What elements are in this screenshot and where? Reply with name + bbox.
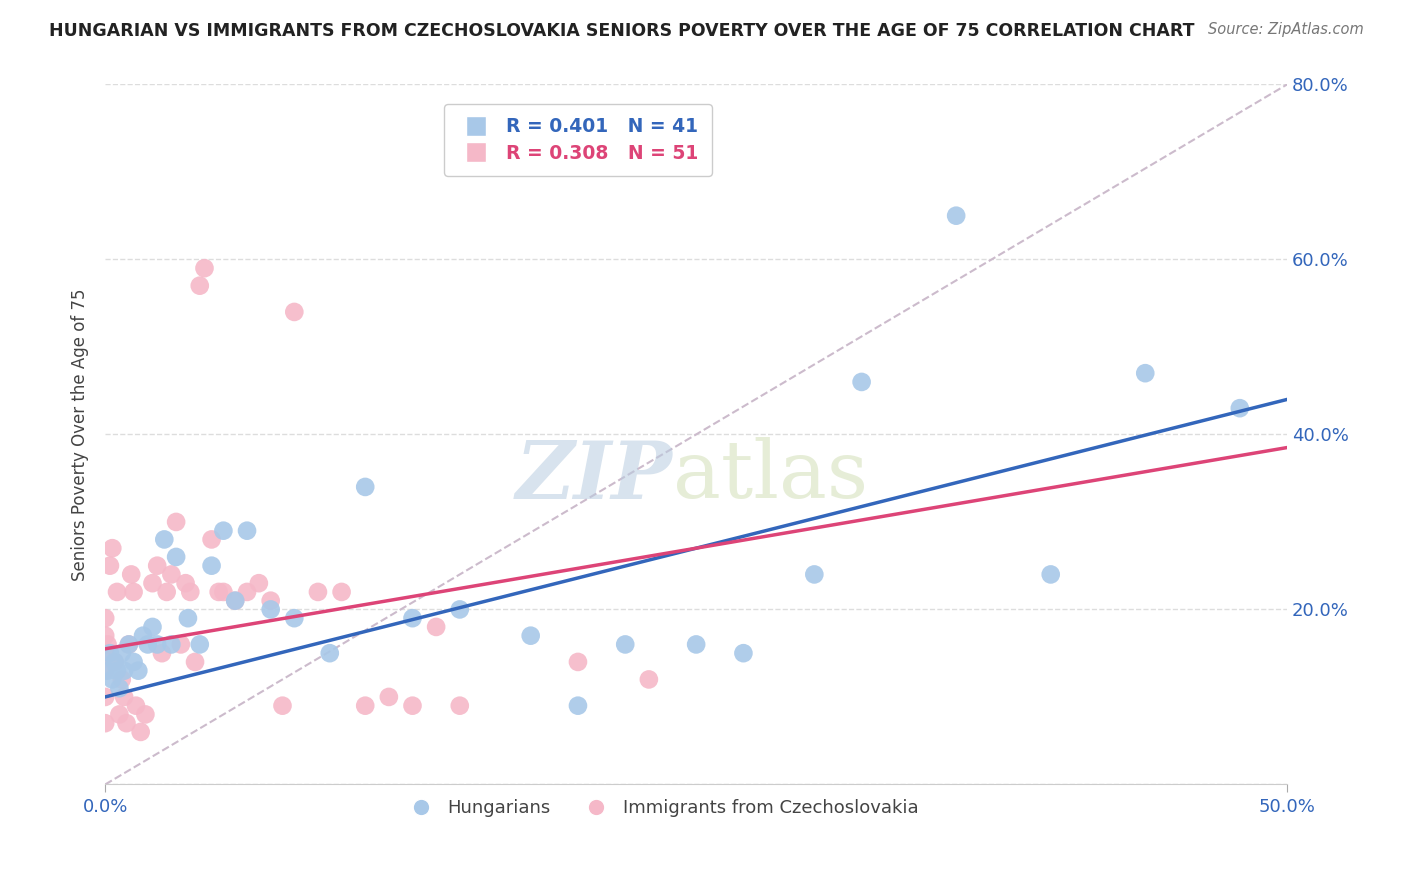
Point bbox=[1229, 401, 1251, 416]
Point bbox=[165, 515, 187, 529]
Point bbox=[425, 620, 447, 634]
Point bbox=[212, 585, 235, 599]
Point bbox=[112, 690, 135, 704]
Point bbox=[134, 707, 156, 722]
Text: atlas: atlas bbox=[672, 437, 868, 516]
Point bbox=[153, 533, 176, 547]
Point bbox=[94, 629, 117, 643]
Point bbox=[111, 646, 134, 660]
Point bbox=[160, 567, 183, 582]
Point bbox=[614, 637, 637, 651]
Point bbox=[247, 576, 270, 591]
Point bbox=[141, 620, 163, 634]
Point bbox=[120, 567, 142, 582]
Point bbox=[101, 541, 124, 556]
Point bbox=[132, 629, 155, 643]
Point bbox=[449, 698, 471, 713]
Point bbox=[127, 664, 149, 678]
Point bbox=[184, 655, 207, 669]
Point bbox=[129, 725, 152, 739]
Point bbox=[118, 637, 141, 651]
Point bbox=[567, 655, 589, 669]
Point bbox=[105, 664, 128, 678]
Point bbox=[94, 646, 117, 660]
Point bbox=[98, 646, 121, 660]
Text: HUNGARIAN VS IMMIGRANTS FROM CZECHOSLOVAKIA SENIORS POVERTY OVER THE AGE OF 75 C: HUNGARIAN VS IMMIGRANTS FROM CZECHOSLOVA… bbox=[49, 22, 1195, 40]
Text: Source: ZipAtlas.com: Source: ZipAtlas.com bbox=[1208, 22, 1364, 37]
Point bbox=[156, 585, 179, 599]
Point bbox=[98, 558, 121, 573]
Point bbox=[354, 698, 377, 713]
Point bbox=[174, 576, 197, 591]
Point bbox=[851, 375, 873, 389]
Point bbox=[401, 698, 423, 713]
Point bbox=[401, 611, 423, 625]
Point bbox=[146, 637, 169, 651]
Point bbox=[803, 567, 825, 582]
Point bbox=[146, 558, 169, 573]
Legend: Hungarians, Immigrants from Czechoslovakia: Hungarians, Immigrants from Czechoslovak… bbox=[395, 792, 927, 824]
Point bbox=[638, 673, 661, 687]
Point bbox=[165, 549, 187, 564]
Point bbox=[94, 716, 117, 731]
Point bbox=[177, 611, 200, 625]
Point bbox=[104, 655, 127, 669]
Point bbox=[260, 602, 283, 616]
Point bbox=[1135, 366, 1157, 380]
Point bbox=[105, 585, 128, 599]
Point bbox=[122, 655, 145, 669]
Point bbox=[1039, 567, 1062, 582]
Y-axis label: Seniors Poverty Over the Age of 75: Seniors Poverty Over the Age of 75 bbox=[72, 288, 89, 581]
Point bbox=[378, 690, 401, 704]
Point bbox=[945, 209, 967, 223]
Point bbox=[330, 585, 353, 599]
Point bbox=[118, 637, 141, 651]
Point bbox=[108, 707, 131, 722]
Point bbox=[271, 698, 294, 713]
Point bbox=[94, 690, 117, 704]
Point bbox=[122, 585, 145, 599]
Point bbox=[733, 646, 755, 660]
Point bbox=[283, 611, 305, 625]
Point bbox=[193, 261, 215, 276]
Point bbox=[208, 585, 231, 599]
Point bbox=[236, 585, 259, 599]
Point bbox=[101, 673, 124, 687]
Point bbox=[319, 646, 342, 660]
Point bbox=[170, 637, 193, 651]
Point bbox=[94, 611, 117, 625]
Point bbox=[224, 593, 246, 607]
Point bbox=[307, 585, 329, 599]
Point bbox=[449, 602, 471, 616]
Point bbox=[519, 629, 541, 643]
Point bbox=[188, 637, 211, 651]
Point bbox=[567, 698, 589, 713]
Point bbox=[212, 524, 235, 538]
Point bbox=[160, 637, 183, 651]
Point bbox=[108, 681, 131, 696]
Point bbox=[111, 673, 134, 687]
Point bbox=[115, 716, 138, 731]
Point bbox=[188, 278, 211, 293]
Point bbox=[685, 637, 707, 651]
Point bbox=[283, 305, 305, 319]
Point bbox=[97, 637, 120, 651]
Point bbox=[354, 480, 377, 494]
Point bbox=[141, 576, 163, 591]
Text: ZIP: ZIP bbox=[516, 438, 672, 516]
Point bbox=[200, 558, 222, 573]
Point bbox=[104, 655, 127, 669]
Point bbox=[125, 698, 148, 713]
Point bbox=[97, 664, 120, 678]
Point bbox=[150, 646, 173, 660]
Point bbox=[224, 593, 246, 607]
Point bbox=[94, 664, 117, 678]
Point bbox=[179, 585, 201, 599]
Point bbox=[112, 664, 135, 678]
Point bbox=[136, 637, 159, 651]
Point bbox=[260, 593, 283, 607]
Point bbox=[236, 524, 259, 538]
Point bbox=[200, 533, 222, 547]
